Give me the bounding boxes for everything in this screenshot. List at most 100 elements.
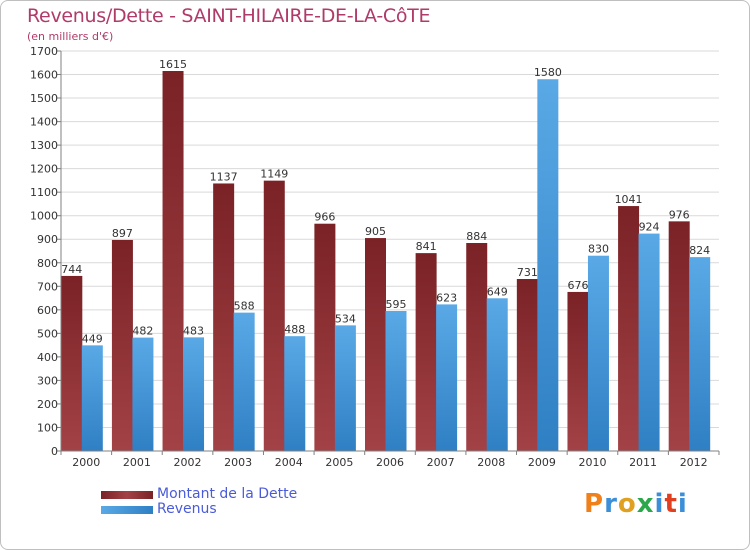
y-tick-label: 500 xyxy=(37,327,58,340)
x-tick-label: 2004 xyxy=(275,456,303,469)
y-tick-label: 100 xyxy=(37,421,58,434)
bar-dette xyxy=(61,275,83,451)
bar-revenus xyxy=(689,257,711,451)
bar-revenus xyxy=(587,255,609,451)
y-tick-label: 300 xyxy=(37,374,58,387)
bar-dette xyxy=(263,180,285,451)
bar-revenus xyxy=(638,233,660,451)
legend-swatch-dette xyxy=(101,490,153,499)
data-label-revenus: 830 xyxy=(588,243,609,256)
data-label-revenus: 649 xyxy=(487,285,508,298)
logo-letter: t xyxy=(664,489,678,519)
x-tick-label: 2000 xyxy=(72,456,100,469)
data-label-revenus: 449 xyxy=(82,332,103,345)
data-label-dette: 1137 xyxy=(210,170,238,183)
data-label-dette: 1149 xyxy=(260,168,288,181)
legend-label-revenus: Revenus xyxy=(157,501,217,517)
bar-revenus xyxy=(486,298,508,451)
data-label-dette: 841 xyxy=(416,240,437,253)
y-tick-label: 1700 xyxy=(30,45,58,58)
y-tick-label: 200 xyxy=(37,398,58,411)
y-tick-label: 400 xyxy=(37,351,58,364)
x-tick-label: 2010 xyxy=(578,456,606,469)
x-tick-label: 2007 xyxy=(427,456,455,469)
y-tick-label: 1500 xyxy=(30,92,58,105)
data-label-revenus: 588 xyxy=(234,300,255,313)
x-tick-label: 2009 xyxy=(528,456,556,469)
y-tick-label: 800 xyxy=(37,257,58,270)
data-label-revenus: 534 xyxy=(335,312,356,325)
bar-revenus xyxy=(81,345,103,451)
logo-letter: i xyxy=(677,489,688,519)
x-tick-label: 2001 xyxy=(123,456,151,469)
legend-item-revenus: Revenus xyxy=(101,502,297,517)
data-label-dette: 1041 xyxy=(615,193,643,206)
y-tick-label: 600 xyxy=(37,304,58,317)
data-label-revenus: 924 xyxy=(639,221,660,234)
bar-revenus xyxy=(183,337,205,451)
y-tick-label: 1000 xyxy=(30,210,58,223)
data-label-dette: 976 xyxy=(669,208,690,221)
data-label-dette: 676 xyxy=(567,279,588,292)
y-tick-label: 1100 xyxy=(30,186,58,199)
bar-dette xyxy=(516,279,538,451)
data-label-revenus: 483 xyxy=(183,324,204,337)
y-tick-label: 700 xyxy=(37,280,58,293)
bar-dette xyxy=(365,238,386,451)
data-label-revenus: 595 xyxy=(386,298,407,311)
y-tick-label: 900 xyxy=(37,233,58,246)
chart-subtitle: (en milliers d'€) xyxy=(27,30,114,43)
logo-letter: x xyxy=(636,489,655,519)
bar-dette xyxy=(567,291,589,451)
bar-revenus xyxy=(537,79,559,451)
data-label-dette: 1615 xyxy=(159,58,187,71)
bar-dette xyxy=(111,239,133,451)
logo-letter: P xyxy=(584,489,605,519)
data-label-revenus: 1580 xyxy=(534,66,562,79)
bar-dette xyxy=(213,183,235,451)
x-tick-label: 2012 xyxy=(680,456,708,469)
logo-letter: r xyxy=(604,489,618,519)
bar-revenus xyxy=(385,311,407,451)
bar-dette xyxy=(668,221,690,451)
y-tick-label: 1400 xyxy=(30,116,58,129)
bar-dette xyxy=(415,253,437,451)
bar-revenus xyxy=(284,336,306,451)
bar-revenus xyxy=(334,325,356,451)
bar-revenus xyxy=(436,304,458,451)
bar-revenus xyxy=(132,337,154,451)
data-label-dette: 966 xyxy=(314,211,335,224)
x-tick-label: 2008 xyxy=(477,456,505,469)
data-label-revenus: 623 xyxy=(436,291,457,304)
x-tick-label: 2003 xyxy=(224,456,252,469)
x-tick-label: 2011 xyxy=(629,456,657,469)
proxiti-logo: Proxiti xyxy=(584,489,688,519)
data-label-dette: 897 xyxy=(112,227,133,240)
y-tick-label: 1600 xyxy=(30,69,58,82)
chart-title: Revenus/Dette - SAINT-HILAIRE-DE-LA-CôTE xyxy=(27,5,431,27)
legend-item-dette: Montant de la Dette xyxy=(101,487,297,502)
data-label-dette: 905 xyxy=(365,225,386,238)
data-label-revenus: 488 xyxy=(284,323,305,336)
data-label-dette: 731 xyxy=(517,266,538,279)
legend-label-dette: Montant de la Dette xyxy=(157,486,298,502)
y-tick-label: 1200 xyxy=(30,163,58,176)
y-tick-label: 1300 xyxy=(30,139,58,152)
logo-letter: o xyxy=(617,489,637,519)
data-label-dette: 884 xyxy=(466,230,487,243)
x-tick-label: 2006 xyxy=(376,456,404,469)
legend: Montant de la Dette Revenus xyxy=(101,487,297,517)
bar-dette xyxy=(314,223,336,451)
data-label-dette: 744 xyxy=(61,263,82,276)
bar-dette xyxy=(618,206,640,451)
data-label-revenus: 482 xyxy=(132,325,153,338)
logo-letter: i xyxy=(654,489,665,519)
bar-revenus xyxy=(233,312,255,451)
x-tick-label: 2002 xyxy=(174,456,202,469)
data-label-revenus: 824 xyxy=(689,244,710,257)
legend-swatch-revenus xyxy=(101,505,153,514)
bar-dette xyxy=(466,243,488,451)
x-tick-label: 2005 xyxy=(325,456,353,469)
